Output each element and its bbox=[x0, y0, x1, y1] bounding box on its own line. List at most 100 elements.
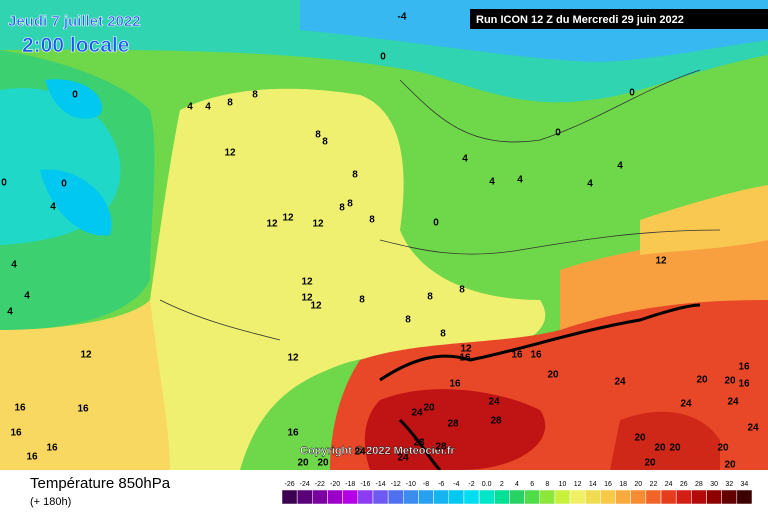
contour-label: 0 bbox=[433, 218, 439, 229]
legend-swatch bbox=[509, 489, 525, 505]
contour-label: 8 bbox=[405, 315, 411, 326]
legend-label: 34 bbox=[741, 481, 749, 488]
contour-label: 12 bbox=[266, 219, 278, 230]
contour-label: 20 bbox=[717, 443, 729, 454]
contour-label: 20 bbox=[644, 458, 656, 469]
legend-swatch bbox=[448, 489, 465, 505]
contour-label: 24 bbox=[727, 397, 739, 408]
contour-label: 8 bbox=[339, 203, 345, 214]
contour-label: 4 bbox=[617, 161, 623, 172]
contour-label: 0 bbox=[1, 178, 7, 189]
contour-label: 16 bbox=[511, 350, 523, 361]
legend-label: 20 bbox=[634, 481, 642, 488]
contour-label: 8 bbox=[315, 130, 321, 141]
legend-swatch bbox=[433, 489, 450, 505]
contour-label: 4 bbox=[11, 260, 17, 271]
date: Jeudi 7 juillet 2022 bbox=[8, 13, 141, 30]
legend-swatch bbox=[645, 489, 662, 505]
contour-label: 8 bbox=[440, 329, 446, 340]
legend-swatch bbox=[736, 489, 753, 505]
contour-label: 8 bbox=[352, 170, 358, 181]
contour-label: 24 bbox=[680, 399, 692, 410]
zone-warm bbox=[0, 300, 170, 470]
contour-label: 20 bbox=[696, 375, 708, 386]
legend-swatch bbox=[296, 489, 313, 505]
contour-label: 20 bbox=[297, 458, 309, 469]
terrain-outline bbox=[379, 303, 701, 472]
contour-label: 0 bbox=[629, 88, 635, 99]
zone-mild bbox=[145, 88, 546, 470]
contour-label: 4 bbox=[205, 102, 211, 113]
legend-label: -20 bbox=[330, 481, 340, 488]
contour-label: 4 bbox=[587, 179, 593, 190]
legend-label: 28 bbox=[695, 481, 703, 488]
contour-label: 4 bbox=[489, 177, 495, 188]
contour-label: 0 bbox=[72, 90, 78, 101]
contour-label: 8 bbox=[347, 199, 353, 210]
contour-label: 8 bbox=[427, 292, 433, 303]
contour-label: 28 bbox=[413, 438, 425, 449]
legend-label: 6 bbox=[530, 481, 534, 488]
contour-label: 20 bbox=[654, 443, 666, 454]
contour-label: 20 bbox=[724, 376, 736, 387]
contour-label: 28 bbox=[447, 419, 459, 430]
legend-label: 2 bbox=[500, 481, 504, 488]
time: 2:00 locale bbox=[22, 34, 129, 57]
legend-label: -16 bbox=[360, 481, 370, 488]
contour-label: 4 bbox=[24, 291, 30, 302]
legend-label: 10 bbox=[559, 481, 567, 488]
run-info: Run ICON 12 Z du Mercredi 29 juin 2022 bbox=[476, 14, 684, 26]
contour-label: 4 bbox=[462, 154, 468, 165]
contour-label: 16 bbox=[449, 379, 461, 390]
legend-swatch bbox=[615, 489, 631, 505]
legend-swatch bbox=[403, 489, 419, 505]
legend-swatch bbox=[372, 489, 389, 505]
contour-label: 4 bbox=[7, 307, 13, 318]
zone-extreme-east bbox=[610, 411, 720, 470]
contour-label: 8 bbox=[252, 90, 258, 101]
zone-extreme bbox=[364, 389, 546, 470]
legend-label: -22 bbox=[315, 481, 325, 488]
legend-label: 22 bbox=[650, 481, 658, 488]
legend-swatch bbox=[721, 489, 738, 505]
legend-swatch bbox=[539, 489, 556, 505]
contour-label: 28 bbox=[435, 442, 447, 453]
legend-swatch bbox=[327, 489, 343, 505]
legend-label: 0.0 bbox=[482, 481, 492, 488]
contour-label: 20 bbox=[317, 458, 329, 469]
contour-label: 12 bbox=[310, 301, 322, 312]
footer-title: Température 850hPa bbox=[30, 475, 171, 492]
legend-swatch bbox=[281, 489, 298, 505]
legend-swatch bbox=[357, 489, 374, 505]
legend-label: 24 bbox=[665, 481, 673, 488]
contour-label: 12 bbox=[301, 277, 313, 288]
legend-label: -2 bbox=[468, 481, 474, 488]
contour-label: 24 bbox=[614, 377, 626, 388]
legend-label: 12 bbox=[574, 481, 582, 488]
contour-label: 16 bbox=[459, 353, 471, 364]
contour-label: 24 bbox=[411, 408, 423, 419]
contour-label: 8 bbox=[227, 98, 233, 109]
contour-label: 16 bbox=[46, 443, 58, 454]
lakes bbox=[40, 79, 112, 236]
legend-swatch bbox=[660, 489, 677, 505]
legend-swatch bbox=[691, 489, 707, 505]
contour-label: 12 bbox=[460, 344, 472, 355]
contour-label: 16 bbox=[530, 350, 542, 361]
contour-label: 24 bbox=[354, 447, 366, 458]
contour-label: 0 bbox=[555, 128, 561, 139]
legend: -26 -24 -22 -20 -18 -16 -14 -12 -10 -8 -6 -4 -2 0.0 2 4… bbox=[281, 481, 753, 505]
legend-swatch bbox=[554, 489, 571, 505]
contour-label: 20 bbox=[724, 460, 736, 471]
contour-label: 0 bbox=[61, 179, 67, 190]
legend-label: 30 bbox=[710, 481, 718, 488]
contour-label: 16 bbox=[10, 428, 22, 439]
contour-label: 20 bbox=[547, 370, 559, 381]
contour-label: 24 bbox=[488, 397, 500, 408]
legend-label: 8 bbox=[545, 481, 549, 488]
legend-label: 26 bbox=[680, 481, 688, 488]
contour-label: 4 bbox=[50, 202, 56, 213]
legend-swatch bbox=[630, 489, 647, 505]
